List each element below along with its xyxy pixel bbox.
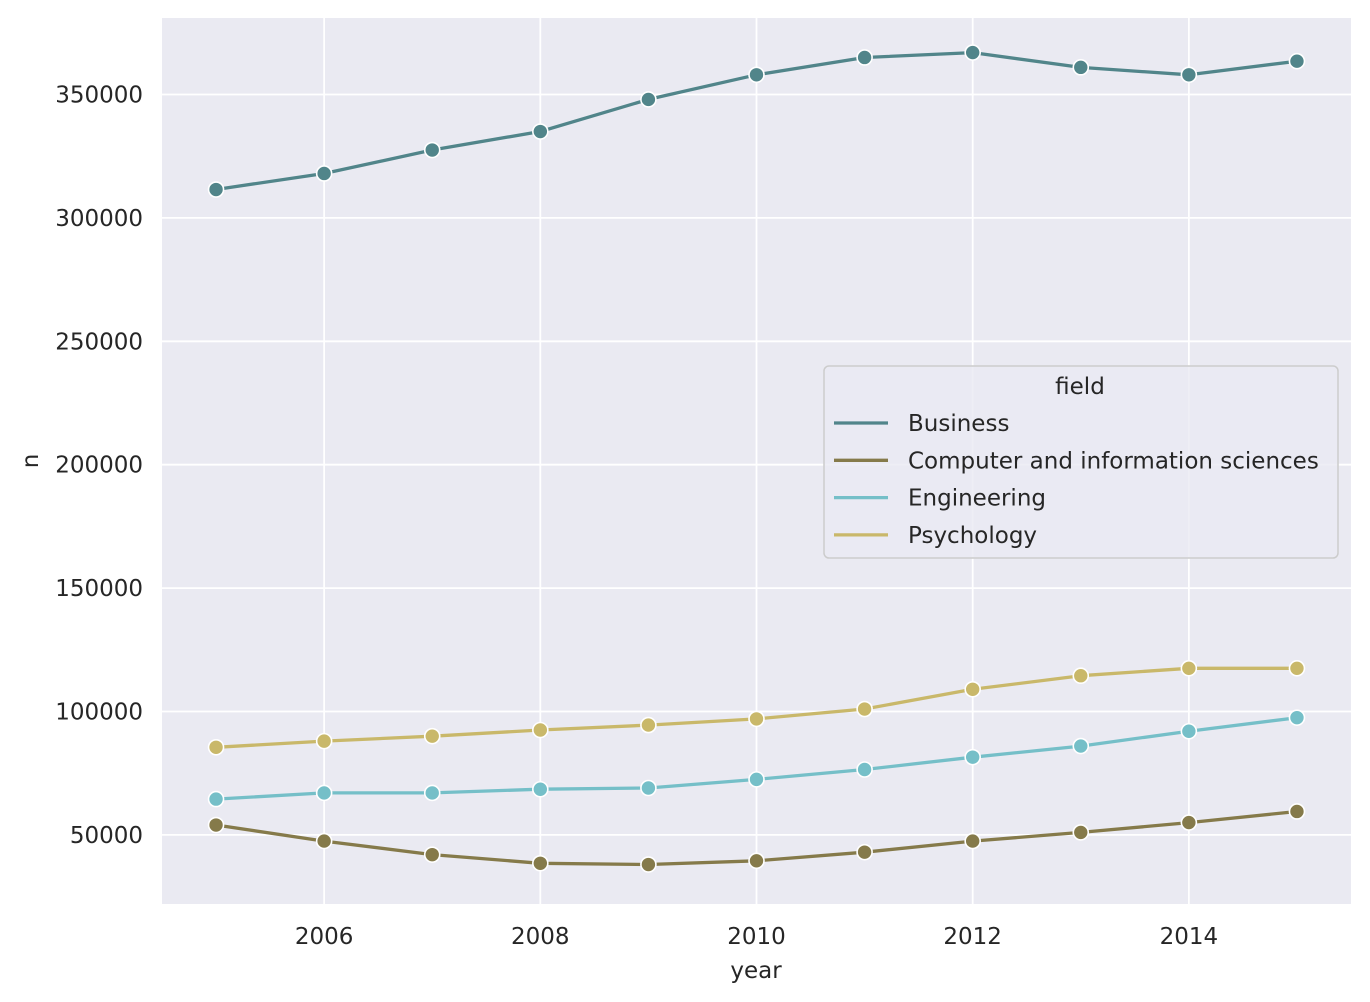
data-point	[532, 721, 549, 739]
y-tick-label: 50000	[70, 823, 143, 849]
y-tick-label: 150000	[55, 576, 143, 602]
data-point	[1288, 660, 1306, 677]
legend-label: Business	[908, 411, 1009, 437]
x-tick-label: 2010	[727, 924, 786, 950]
y-tick-label: 200000	[55, 453, 143, 479]
legend-label: Computer and information sciences	[908, 448, 1319, 474]
legend-frame	[823, 365, 1339, 559]
data-point	[1288, 709, 1306, 726]
data-point	[964, 748, 981, 766]
data-point	[207, 738, 225, 756]
legend-item: Engineering	[834, 486, 1046, 512]
y-tick-label: 300000	[55, 206, 143, 232]
series-business	[207, 44, 1306, 198]
data-point	[748, 710, 765, 728]
data-point	[856, 843, 873, 861]
legend-item: Psychology	[834, 523, 1037, 549]
data-point	[856, 49, 873, 66]
y-tick-label: 250000	[55, 329, 143, 355]
data-point	[315, 165, 333, 182]
x-tick-label: 2006	[295, 924, 354, 950]
data-point	[315, 784, 333, 802]
data-point	[1288, 803, 1306, 820]
data-point	[640, 779, 657, 797]
data-point	[1288, 52, 1306, 70]
data-point	[748, 66, 765, 84]
series-lines	[207, 44, 1306, 873]
data-point	[640, 856, 657, 873]
data-point	[423, 846, 441, 863]
tick-labels: 2006 2008 2010 2012 2014 50000 100000 150000 200…	[55, 83, 1218, 950]
data-point	[315, 832, 333, 850]
data-point	[964, 832, 981, 850]
data-point	[748, 852, 765, 870]
y-tick-label: 350000	[55, 83, 143, 109]
data-point	[1072, 824, 1090, 841]
x-tick-label: 2012	[943, 924, 1002, 950]
series-engineering	[207, 709, 1306, 808]
data-point	[1072, 59, 1090, 76]
x-axis-label: year	[730, 958, 782, 984]
data-point	[1180, 814, 1198, 831]
data-point	[856, 761, 873, 778]
y-tick-label: 100000	[55, 699, 143, 725]
data-point	[1180, 660, 1198, 677]
x-tick-label: 2014	[1160, 924, 1219, 950]
data-point	[1180, 66, 1198, 84]
data-point	[1072, 667, 1090, 685]
data-point	[1072, 737, 1090, 755]
data-point	[423, 784, 441, 802]
data-point	[207, 181, 225, 198]
legend-label: Psychology	[908, 523, 1037, 549]
series-psychology	[207, 660, 1306, 756]
data-point	[748, 771, 765, 788]
grid-lines	[162, 18, 1351, 904]
data-point	[964, 44, 981, 61]
legend: field Business Computer and information s…	[823, 365, 1339, 559]
legend-item: Computer and information sciences	[834, 448, 1319, 474]
data-point	[207, 816, 225, 834]
series-computer-and-information-sciences	[207, 803, 1306, 873]
legend-title: field	[1055, 374, 1105, 400]
legend-items: Business Computer and information science…	[834, 411, 1319, 549]
data-point	[315, 732, 333, 750]
data-point	[423, 727, 441, 745]
data-point	[640, 716, 657, 734]
y-axis-label: n	[18, 454, 44, 469]
data-point	[640, 91, 657, 108]
legend-label: Engineering	[908, 486, 1046, 512]
data-point	[532, 780, 549, 798]
data-point	[532, 123, 549, 140]
data-point	[423, 141, 441, 159]
data-point	[1180, 722, 1198, 740]
data-point	[207, 790, 225, 808]
data-point	[964, 680, 981, 698]
legend-item: Business	[834, 411, 1009, 437]
x-tick-label: 2008	[511, 924, 570, 950]
data-point	[532, 854, 549, 872]
data-point	[856, 700, 873, 718]
